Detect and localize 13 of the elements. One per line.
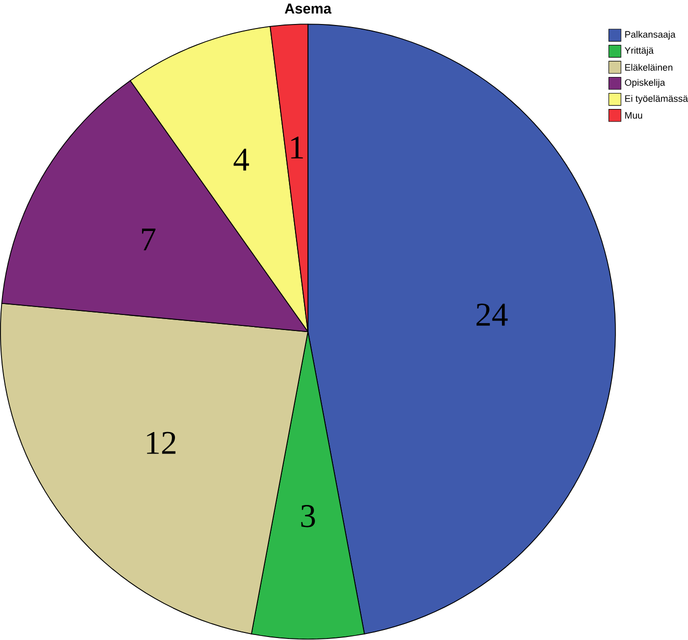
- legend-label: Opiskelija: [624, 79, 666, 88]
- data-label: 1: [291, 136, 303, 159]
- data-label: 12: [147, 432, 176, 454]
- data-label: 3: [301, 505, 315, 528]
- legend-label: Yrittäjä: [624, 47, 654, 56]
- data-label: 24: [476, 304, 508, 326]
- chart-title: Asema: [284, 4, 332, 14]
- legend-label: Ei työelämässä: [625, 95, 688, 104]
- legend-label: Muu: [625, 112, 642, 119]
- legend-label: Palkansaaja: [625, 31, 676, 40]
- legend-label: Eläkeläinen: [625, 64, 672, 71]
- data-label: 4: [234, 148, 250, 171]
- data-label: 7: [142, 228, 156, 250]
